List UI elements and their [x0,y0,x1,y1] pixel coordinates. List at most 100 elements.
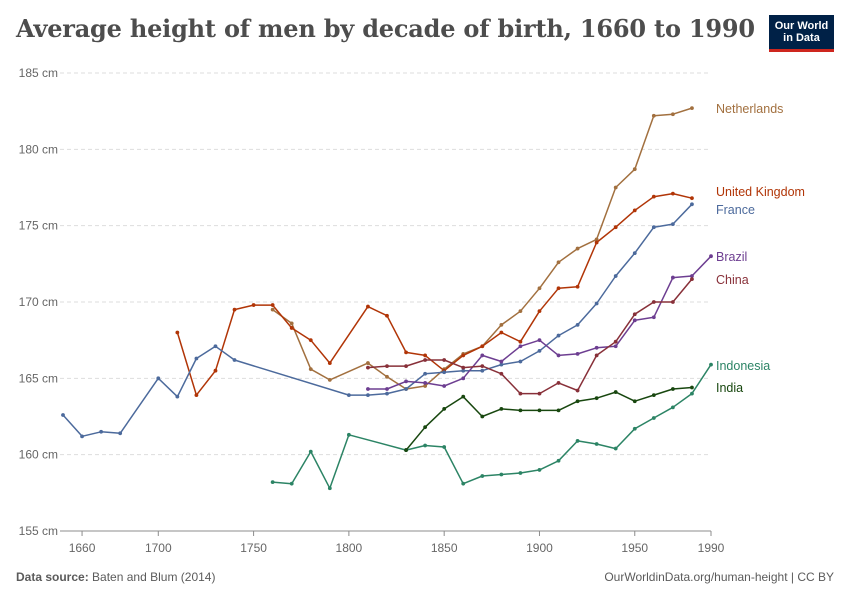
series-line-india[interactable] [405,386,693,451]
series-label-united-kingdom[interactable]: United Kingdom [716,185,805,199]
data-point-united-kingdom[interactable] [670,191,675,196]
data-point-france[interactable] [213,344,218,349]
data-point-indonesia[interactable] [423,443,428,448]
series-line-france[interactable] [62,203,693,438]
series-line-china[interactable] [367,278,693,395]
data-point-netherlands[interactable] [613,185,618,190]
series-label-netherlands[interactable]: Netherlands [716,102,783,116]
data-point-united-kingdom[interactable] [537,309,542,314]
data-point-united-kingdom[interactable] [232,307,237,312]
data-point-china[interactable] [442,358,447,362]
data-point-brazil[interactable] [461,376,466,381]
data-point-france[interactable] [99,429,104,434]
data-point-united-kingdom[interactable] [632,208,637,213]
data-point-france[interactable] [575,323,580,327]
data-point-united-kingdom[interactable] [423,353,428,358]
data-point-netherlands[interactable] [537,286,542,291]
data-point-brazil[interactable] [366,387,370,391]
series-label-brazil[interactable]: Brazil [716,250,747,264]
data-point-france[interactable] [690,202,694,207]
data-point-china[interactable] [632,312,637,317]
data-point-united-kingdom[interactable] [366,304,370,309]
data-point-united-kingdom[interactable] [556,286,561,291]
data-point-indonesia[interactable] [461,481,466,486]
data-point-france[interactable] [194,356,199,361]
data-point-india[interactable] [632,399,637,404]
owid-logo[interactable]: Our World in Data [769,15,834,52]
data-point-netherlands[interactable] [594,237,599,242]
data-point-brazil[interactable] [556,353,561,358]
data-point-india[interactable] [575,399,580,404]
data-point-china[interactable] [423,358,428,362]
data-point-indonesia[interactable] [442,445,447,449]
data-point-india[interactable] [537,408,542,413]
data-point-united-kingdom[interactable] [575,284,580,289]
data-point-china[interactable] [499,371,504,376]
data-point-india[interactable] [594,396,599,401]
data-point-india[interactable] [404,448,408,452]
data-point-france[interactable] [537,348,542,353]
data-point-france[interactable] [556,333,561,338]
data-point-united-kingdom[interactable] [404,350,408,355]
data-point-netherlands[interactable] [327,377,332,382]
data-point-china[interactable] [575,388,580,393]
series-label-india[interactable]: India [716,381,743,395]
data-point-france[interactable] [80,434,84,439]
data-point-united-kingdom[interactable] [594,240,599,245]
data-point-netherlands[interactable] [632,167,637,172]
data-point-india[interactable] [690,385,694,390]
data-point-china[interactable] [461,365,466,370]
data-point-india[interactable] [423,425,428,430]
series-label-china[interactable]: China [716,273,749,287]
data-point-indonesia[interactable] [346,432,351,437]
series-label-indonesia[interactable]: Indonesia [716,359,770,373]
data-point-united-kingdom[interactable] [270,303,275,307]
data-point-brazil[interactable] [613,344,618,349]
data-point-united-kingdom[interactable] [327,361,332,365]
series-label-france[interactable]: France [716,203,755,217]
data-point-netherlands[interactable] [385,374,389,379]
data-point-united-kingdom[interactable] [385,313,389,318]
data-point-united-kingdom[interactable] [461,353,466,358]
data-point-netherlands[interactable] [499,323,504,327]
data-point-united-kingdom[interactable] [690,196,694,201]
data-point-india[interactable] [613,390,618,394]
data-point-netherlands[interactable] [651,113,656,118]
data-point-united-kingdom[interactable] [308,338,313,343]
data-point-china[interactable] [594,353,599,358]
data-point-brazil[interactable] [575,352,580,356]
data-point-united-kingdom[interactable] [175,330,180,335]
data-point-france[interactable] [61,413,65,417]
data-point-indonesia[interactable] [556,458,561,463]
data-point-indonesia[interactable] [690,391,694,396]
data-point-france[interactable] [385,391,389,396]
data-point-france[interactable] [632,251,637,256]
data-point-china[interactable] [366,365,370,370]
data-point-netherlands[interactable] [366,361,370,365]
data-point-india[interactable] [556,408,561,413]
data-point-indonesia[interactable] [518,471,523,475]
data-point-brazil[interactable] [423,381,428,385]
data-point-france[interactable] [366,393,370,398]
data-point-france[interactable] [404,387,408,391]
data-point-france[interactable] [594,301,599,306]
data-point-india[interactable] [499,406,504,411]
data-point-united-kingdom[interactable] [251,303,256,307]
data-point-france[interactable] [442,370,447,375]
data-point-brazil[interactable] [651,315,656,320]
data-point-brazil[interactable] [480,353,485,358]
data-point-france[interactable] [175,394,180,399]
credit-link[interactable]: OurWorldinData.org/human-height | CC BY [604,570,834,584]
data-point-france[interactable] [232,358,237,362]
data-point-indonesia[interactable] [537,468,542,472]
data-point-brazil[interactable] [632,318,637,323]
data-point-france[interactable] [346,393,351,398]
data-point-united-kingdom[interactable] [613,225,618,230]
data-point-india[interactable] [442,406,447,411]
data-point-netherlands[interactable] [518,309,523,314]
data-point-china[interactable] [613,339,618,344]
data-point-france[interactable] [423,371,428,376]
data-point-indonesia[interactable] [499,472,504,477]
data-point-indonesia[interactable] [632,426,637,431]
data-point-france[interactable] [518,359,523,364]
